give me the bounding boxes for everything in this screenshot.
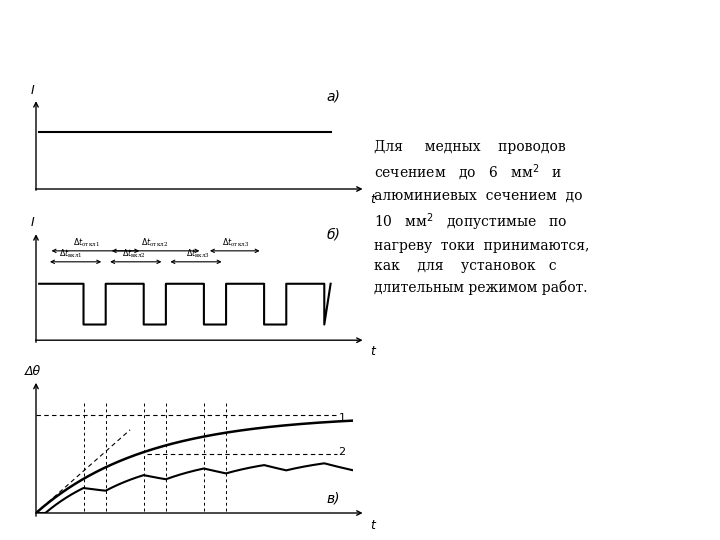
Text: t: t — [370, 519, 375, 532]
Text: б): б) — [326, 227, 340, 241]
Text: $\Delta t_{\mathregular{откл2}}$: $\Delta t_{\mathregular{откл2}}$ — [141, 237, 168, 249]
Text: 2: 2 — [338, 448, 346, 457]
Text: $\Delta t_{\mathregular{откл3}}$: $\Delta t_{\mathregular{откл3}}$ — [222, 237, 249, 249]
Text: 1: 1 — [338, 413, 346, 423]
Text: а): а) — [326, 90, 340, 104]
Text: Для     медных    проводов
сечением   до   6   мм$^{2}$   и
алюминиевых  сечение: Для медных проводов сечением до 6 мм$^{2… — [374, 140, 590, 294]
Text: t: t — [370, 345, 375, 358]
Text: $\Delta t_{\mathregular{вкл2}}$: $\Delta t_{\mathregular{вкл2}}$ — [122, 248, 146, 260]
Text: I: I — [31, 84, 35, 97]
Text: I: I — [31, 217, 35, 230]
Text: в): в) — [327, 492, 340, 506]
Text: t: t — [370, 193, 375, 206]
Text: Δθ: Δθ — [24, 364, 41, 377]
Text: $\Delta t_{\mathregular{откл1}}$: $\Delta t_{\mathregular{откл1}}$ — [73, 237, 100, 249]
Text: $\Delta t_{\mathregular{вкл1}}$: $\Delta t_{\mathregular{вкл1}}$ — [59, 248, 83, 260]
Text: $\Delta t_{\mathregular{вкл3}}$: $\Delta t_{\mathregular{вкл3}}$ — [186, 248, 210, 260]
